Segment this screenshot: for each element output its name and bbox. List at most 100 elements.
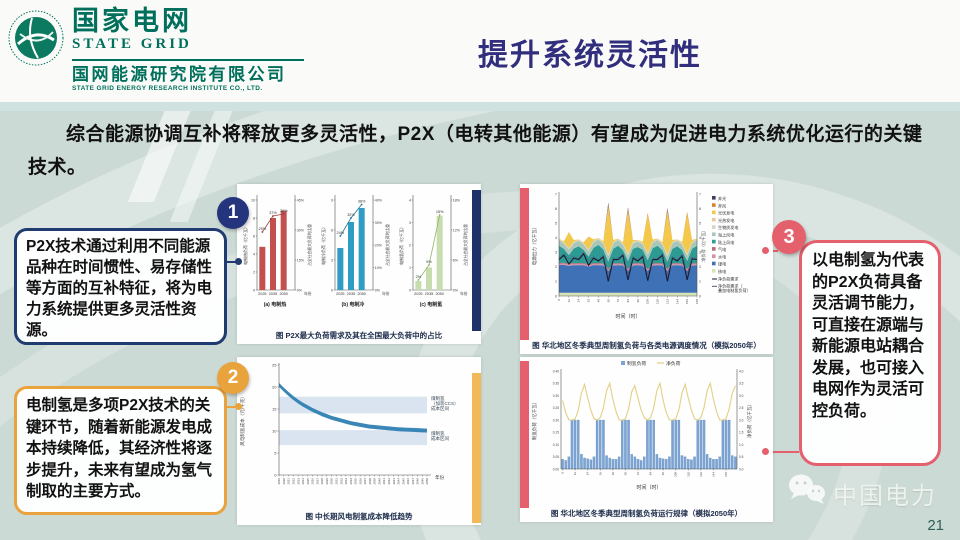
svg-text:2036: 2036	[358, 478, 362, 485]
svg-text:9: 9	[331, 198, 333, 202]
svg-text:0: 0	[331, 288, 333, 292]
svg-text:水电: 水电	[718, 253, 726, 259]
connector-dot	[235, 403, 242, 410]
svg-text:煤电: 煤电	[718, 261, 726, 267]
svg-text:156: 156	[724, 472, 728, 477]
svg-text:煤制氢成本区间: 煤制氢成本区间	[431, 430, 449, 442]
svg-text:3: 3	[555, 251, 557, 255]
svg-text:年份: 年份	[304, 291, 312, 296]
chart-caption: 图 华北地区冬季典型周制氢负荷与各类电源调度情况（模拟2050年）	[532, 341, 761, 350]
intro-text: 综合能源协调互补将释放更多灵活性，P2X（电转其他能源）有望成为促进电力系统优化…	[28, 124, 923, 178]
svg-text:弃风: 弃风	[718, 202, 726, 208]
callout-box-3: 以电制氢为代表的P2X负荷具备灵活调节能力，可直接在源端与新能源电站耦合发展，也…	[799, 240, 941, 466]
svg-text:2025: 2025	[258, 292, 266, 296]
svg-text:5: 5	[699, 221, 701, 225]
svg-text:120: 120	[656, 299, 660, 304]
svg-text:生物质发电: 生物质发电	[718, 224, 738, 230]
svg-text:2041: 2041	[382, 478, 386, 485]
chart-panel-dispatch: 0 0 1 1 2 2 3 3 4 4 5 5 6 6 7 7 0 12 24 36 48 60 72 84 96 108 120 1…	[520, 184, 773, 354]
svg-text:2029: 2029	[325, 478, 329, 485]
svg-text:96: 96	[661, 472, 665, 476]
decor-stripe-navy	[472, 190, 481, 331]
svg-text:3: 3	[699, 251, 701, 255]
svg-text:24%: 24%	[337, 231, 345, 235]
svg-text:7: 7	[555, 192, 557, 196]
svg-text:12%: 12%	[453, 228, 461, 232]
svg-text:2019: 2019	[277, 478, 281, 485]
svg-text:制氢负荷: 制氢负荷	[627, 360, 646, 367]
decor-stripe-orange	[472, 373, 481, 523]
callout-number-2: 2	[217, 362, 249, 394]
svg-text:2%: 2%	[416, 275, 422, 279]
chart-panel-hydrogen-operation: 制氢负荷 净负荷 0.00 0.0 0.05 0.5 0.10 1.0 0.15 1.5 0.20 2…	[520, 357, 773, 522]
svg-text:2049: 2049	[420, 478, 424, 485]
svg-text:海上风电: 海上风电	[718, 232, 734, 238]
svg-text:年份: 年份	[435, 474, 445, 481]
svg-text:电制氢负荷（亿千瓦）: 电制氢负荷（亿千瓦）	[398, 225, 404, 265]
svg-text:1: 1	[699, 280, 701, 284]
svg-text:年份: 年份	[460, 291, 468, 296]
page-number: 21	[927, 517, 944, 534]
svg-text:2027: 2027	[315, 478, 319, 485]
svg-text:108: 108	[674, 472, 678, 477]
svg-text:净负荷（亿千瓦）: 净负荷（亿千瓦）	[746, 402, 753, 438]
svg-text:156: 156	[685, 299, 689, 304]
svg-text:10: 10	[272, 428, 277, 433]
svg-text:12: 12	[573, 472, 577, 476]
svg-text:0.5: 0.5	[739, 455, 744, 459]
svg-text:净负荷需求: 净负荷需求	[718, 275, 738, 281]
svg-text:核电: 核电	[718, 268, 726, 274]
svg-text:8: 8	[253, 216, 255, 220]
svg-text:37%: 37%	[269, 211, 277, 215]
chart-caption: 图 华北地区冬季典型周制氢负荷运行规律（模拟2050年）	[550, 509, 743, 518]
svg-text:2048: 2048	[416, 478, 420, 485]
svg-text:2025: 2025	[336, 292, 344, 296]
dispatch-area-chart: 0 01 12 23 34 45 56 67 70 12 24 36 48 60 72 84 96 108 120 1…	[531, 192, 751, 320]
svg-text:24: 24	[586, 472, 590, 476]
svg-text:2.0: 2.0	[739, 418, 744, 422]
svg-text:0: 0	[409, 288, 411, 292]
svg-text:3.5: 3.5	[739, 382, 744, 386]
svg-text:168: 168	[695, 299, 699, 304]
svg-text:12: 12	[567, 299, 571, 303]
svg-text:1.0: 1.0	[739, 443, 744, 447]
svg-text:2033: 2033	[344, 478, 348, 485]
svg-text:0.0: 0.0	[739, 467, 744, 471]
svg-text:2035: 2035	[347, 292, 355, 296]
svg-text:4: 4	[409, 198, 411, 202]
svg-text:2037: 2037	[363, 478, 367, 485]
svg-text:1: 1	[409, 266, 411, 270]
svg-text:5: 5	[274, 450, 277, 455]
svg-text:2043: 2043	[392, 478, 396, 485]
svg-text:10: 10	[251, 198, 255, 202]
decor-stripe-red	[520, 188, 529, 340]
svg-text:60: 60	[606, 299, 610, 303]
svg-text:15: 15	[272, 406, 277, 411]
chart-caption: 图 P2X最大负荷需求及其在全国最大负荷中的占比	[275, 331, 443, 340]
svg-text:2044: 2044	[397, 478, 401, 485]
svg-text:2: 2	[409, 243, 411, 247]
svg-text:0.20: 0.20	[553, 418, 559, 422]
svg-text:4: 4	[699, 236, 701, 240]
svg-text:0.05: 0.05	[553, 455, 559, 459]
svg-text:48: 48	[611, 472, 615, 476]
svg-text:电源出力（亿千瓦）: 电源出力（亿千瓦）	[531, 225, 538, 266]
page-title: 提升系统灵活性	[478, 39, 702, 72]
svg-text:占全社会最大负荷的比重: 占全社会最大负荷的比重	[385, 224, 390, 266]
svg-text:气电: 气电	[718, 246, 726, 252]
svg-text:38%: 38%	[358, 199, 366, 203]
svg-text:4.0: 4.0	[739, 369, 744, 373]
svg-text:2031: 2031	[334, 478, 338, 485]
svg-text:10%: 10%	[375, 266, 383, 270]
svg-text:84: 84	[649, 472, 653, 476]
svg-text:1.5: 1.5	[739, 431, 744, 435]
svg-text:48: 48	[596, 299, 600, 303]
svg-text:0.00: 0.00	[553, 467, 559, 471]
svg-text:15%: 15%	[297, 258, 305, 262]
svg-text:2022: 2022	[292, 478, 296, 485]
wechat-account-name: 中国电力	[833, 483, 937, 510]
svg-text:72: 72	[616, 299, 620, 303]
svg-text:电制热负荷（亿千瓦）: 电制热负荷（亿千瓦）	[242, 225, 248, 265]
